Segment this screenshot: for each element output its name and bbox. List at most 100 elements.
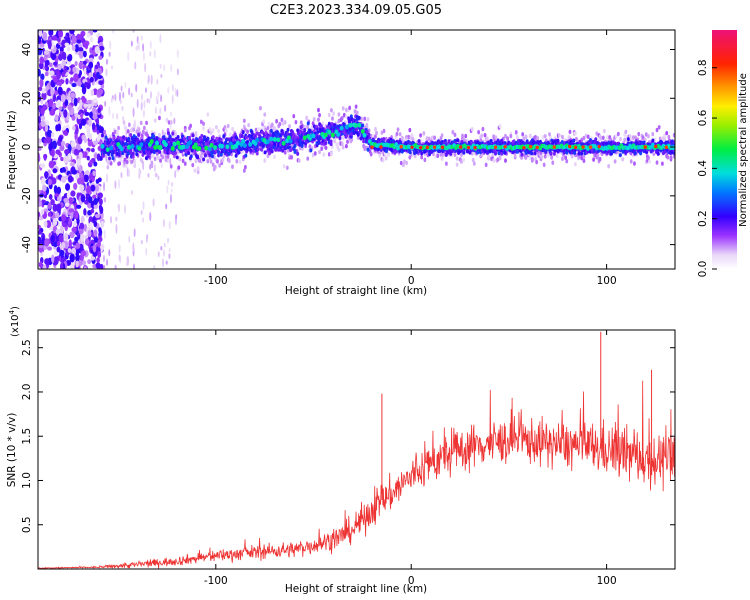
heatmap-noise-mark [69,253,75,263]
heatmap-halo-mark [217,128,220,134]
heatmap-band-mark [158,137,162,142]
heatmap-halo-mark [337,118,341,124]
heatmap-halo-mark [341,135,345,141]
heatmap-halo-mark [477,129,481,135]
heatmap-halo-mark [374,126,377,132]
heatmap-streak-mark [121,105,124,112]
heatmap-noise-mark [59,144,65,152]
heatmap-halo-mark [422,131,426,136]
heatmap-halo-mark [631,135,635,140]
heatmap-halo-mark [634,135,637,140]
heatmap-streak-mark [140,101,143,111]
heatmap-halo-mark [573,162,577,167]
heatmap-noise-mark [55,212,60,219]
heatmap-noise-mark [93,204,99,210]
heatmap-streak-mark [174,87,177,97]
heatmap-halo-mark [425,136,429,141]
heatmap-streak-mark [118,244,121,253]
heatmap-streak-mark [132,107,135,118]
heatmap-noise-mark [38,224,41,230]
heatmap-noise-mark [89,76,94,83]
heatmap-halo-mark [433,135,436,140]
heatmap-noise-mark [83,265,88,269]
heatmap-noise-mark [40,73,45,81]
heatmap-noise-mark [41,88,47,94]
heatmap-halo-mark [623,137,627,143]
heatmap-streak-mark [136,98,139,109]
heatmap-halo-mark [657,125,661,130]
heatmap-halo-mark [647,155,650,161]
heatmap-halo-mark [216,159,219,164]
heatmap-noise-mark [96,257,100,264]
heatmap-halo-mark [145,120,148,126]
heatmap-halo-mark [242,118,246,123]
heatmap-halo-mark [264,127,268,133]
heatmap-halo-mark [398,132,402,137]
heatmap-noise-mark [88,196,93,204]
heatmap-halo-mark [244,127,247,132]
heatmap-streak-mark [134,61,137,70]
heatmap-halo-mark [211,162,215,167]
heatmap-halo-mark [440,155,444,161]
heatmap-noise-mark [52,217,58,226]
heatmap-band-mark [520,152,524,157]
heatmap-halo-mark [183,161,187,166]
heatmap-streak-mark [173,117,176,125]
heatmap-noise-mark [83,137,88,143]
heatmap-band-mark [107,152,111,157]
heatmap-streak-mark [109,40,112,50]
heatmap-noise-mark [94,45,100,54]
heatmap-halo-mark [142,125,146,131]
heatmap-halo-mark [341,106,345,111]
heatmap-noise-mark [56,99,62,108]
heatmap-halo-mark [405,160,409,166]
heatmap-streak-mark [119,99,122,104]
heatmap-noise-mark [63,129,68,136]
heatmap-band-mark [182,136,186,141]
heatmap-halo-mark [561,134,564,140]
heatmap-band-mark [202,157,206,162]
heatmap-band-mark [317,141,321,146]
heatmap-streak-mark [118,91,121,102]
heatmap-halo-mark [327,152,331,157]
heatmap-halo-mark [350,137,354,142]
heatmap-streak-mark [133,119,136,129]
heatmap-halo-mark [151,153,155,159]
heatmap-streak-mark [170,63,173,73]
heatmap-halo-mark [197,158,201,163]
heatmap-halo-mark [285,165,289,171]
heatmap-halo-mark [124,127,128,132]
heatmap-halo-mark [496,157,500,162]
heatmap-noise-mark [75,260,79,268]
heatmap-halo-mark [317,117,320,122]
heatmap-band-mark [382,137,386,142]
heatmap-streak-mark [120,85,123,92]
heatmap-noise-mark [83,173,89,183]
heatmap-noise-mark [68,239,72,249]
heatmap-noise-mark [43,153,47,161]
heatmap-noise-mark [50,87,54,97]
heatmap-halo-mark [127,122,131,127]
heatmap-noise-mark [82,50,87,58]
heatmap-halo-mark [209,159,213,164]
heatmap-halo-mark [318,149,321,155]
heatmap-halo-mark [189,123,193,129]
heatmap-halo-mark [436,153,440,159]
heatmap-halo-mark [628,134,632,139]
heatmap-halo-mark [444,161,448,166]
heatmap-streak-mark [149,40,152,50]
heatmap-noise-mark [38,138,41,144]
heatmap-noise-mark [48,30,54,36]
heatmap-halo-mark [655,127,659,133]
heatmap-halo-mark [455,156,459,161]
heatmap-streak-mark [171,182,174,187]
heatmap-streak-mark [170,188,173,193]
heatmap-band-mark [327,121,331,126]
heatmap-noise-mark [80,233,85,242]
heatmap-halo-mark [308,144,312,149]
heatmap-noise-mark [80,118,87,126]
heatmap-band-mark [299,125,303,130]
heatmap-streak-mark [153,163,156,173]
heatmap-noise-mark [97,192,103,199]
heatmap-noise-mark [52,103,56,110]
